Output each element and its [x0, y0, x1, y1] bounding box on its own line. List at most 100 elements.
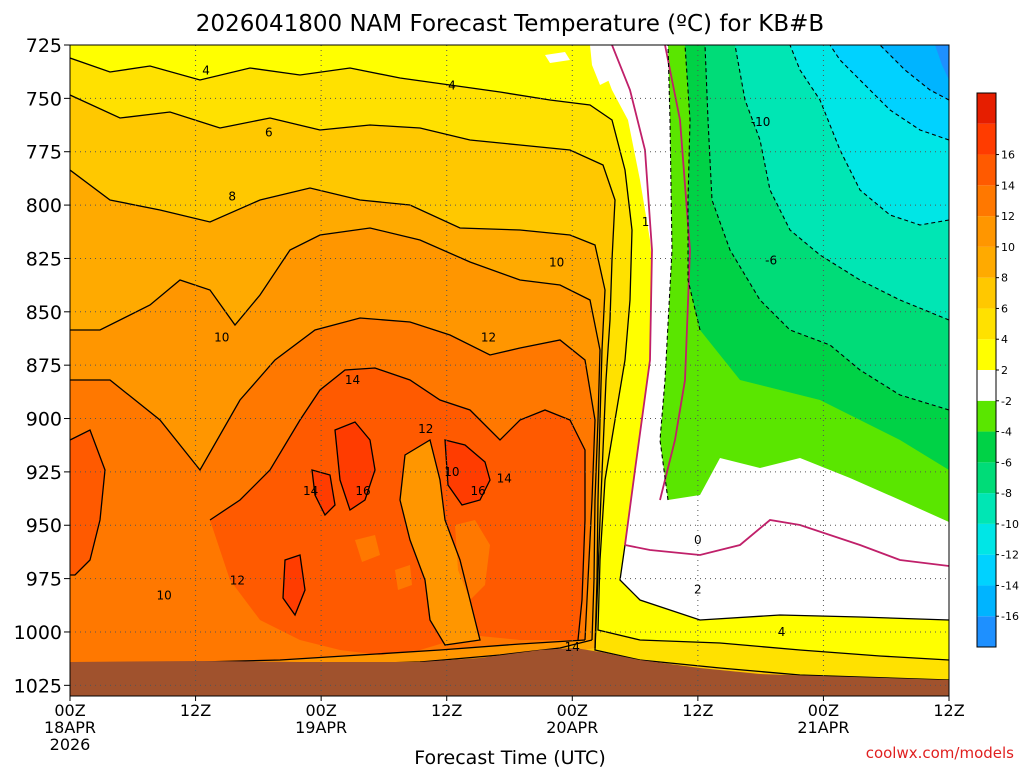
contour-10 [70, 227, 601, 641]
contour-label: -10 [751, 115, 771, 129]
band-14-16 [70, 430, 105, 575]
credit-link[interactable]: coolwx.com/models [866, 744, 1014, 762]
contour-14 [70, 429, 106, 576]
band-16-18 [283, 555, 305, 615]
contour-14 [209, 367, 586, 641]
contour-label: 12 [230, 574, 245, 588]
band-12-14 [355, 535, 380, 562]
x-tick-label: 21APR [797, 718, 849, 737]
y-tick-label: 900 [26, 409, 62, 431]
contour-label: 6 [265, 126, 273, 140]
band-16-18 [312, 470, 335, 515]
colorbar-swatch [977, 523, 996, 555]
x-tick-label: 12Z [431, 701, 462, 720]
x-tick-label: 00Z [54, 701, 85, 720]
colorbar-swatch [977, 585, 996, 617]
x-tick-label: 00Z [808, 701, 839, 720]
colorbar-swatch [977, 616, 996, 647]
contour-label: 1 [642, 215, 650, 229]
band-0-neg2 [545, 52, 570, 63]
colorbar-label: 8 [1001, 272, 1008, 285]
colorbar-label: 2 [1001, 364, 1008, 377]
terrain-ground [70, 648, 949, 696]
band-10-12 [400, 440, 480, 645]
contour-label: 16 [470, 484, 485, 498]
contour-4 [70, 57, 949, 661]
contour-16 [311, 469, 336, 517]
x-tick-label: 00Z [557, 701, 588, 720]
x-tick-label: 12Z [933, 701, 964, 720]
contour-label: 14 [345, 373, 360, 387]
contour-label: 14 [303, 484, 318, 498]
band-12-14 [455, 520, 490, 600]
y-axis: 725 750 775 800 825 850 875 900 925 950 975 1000 102… [14, 35, 70, 697]
contour-label: 8 [228, 190, 236, 204]
temperature-fill-layers [70, 45, 949, 696]
colorbar-swatch [977, 493, 996, 524]
colorbar-label: 12 [1001, 210, 1015, 223]
y-tick-label: 850 [26, 302, 62, 324]
contour-label: 4 [202, 64, 210, 78]
colorbar-swatch [977, 370, 996, 401]
colorbar-label: -4 [1001, 426, 1012, 439]
colorbar-label: -8 [1001, 487, 1012, 500]
contour-16 [334, 421, 376, 512]
y-tick-label: 775 [26, 142, 62, 164]
colorbar-label: -2 [1001, 395, 1012, 408]
colorbar-swatch [977, 185, 996, 217]
y-tick-label: 975 [26, 569, 62, 591]
colorbar-swatch [977, 554, 996, 586]
x-axis-label: Forecast Time (UTC) [414, 747, 605, 768]
y-tick-label: 1025 [14, 675, 62, 697]
contour-label: 10 [444, 465, 459, 479]
contour-16 [282, 554, 306, 617]
contour-label: 10 [549, 256, 564, 270]
y-tick-label: 875 [26, 355, 62, 377]
band-0-neg2 [590, 45, 612, 85]
x-tick-label: 12Z [682, 701, 713, 720]
chart-title: 2026041800 NAM Forecast Temperature (ºC)… [196, 11, 824, 37]
grid-lines [70, 45, 949, 696]
colorbar-swatch [977, 400, 996, 432]
freezing-contour [611, 45, 949, 567]
colorbar-swatch [977, 154, 996, 186]
plot-frame [69, 44, 950, 697]
contour-label: 2 [694, 582, 702, 596]
colorbar-label: -12 [1001, 549, 1019, 562]
colorbar-label: -6 [1001, 456, 1012, 469]
y-tick-label: 1000 [14, 622, 62, 644]
contour-label: 12 [481, 330, 496, 344]
band-12-14 [395, 565, 412, 590]
colorbar-swatch [977, 277, 996, 309]
band-neg16 [935, 45, 949, 80]
negative-contours [659, 45, 949, 501]
band-neg14-neg16 [880, 45, 949, 100]
colorbar-swatch [977, 308, 996, 340]
contour-label: -6 [765, 254, 777, 268]
contour-2 [619, 544, 949, 621]
x-tick-label: 20APR [546, 718, 598, 737]
contour-label: 12 [418, 422, 433, 436]
x-tick-label: 12Z [180, 701, 211, 720]
contour-label: 10 [214, 330, 229, 344]
colorbar-label: 6 [1001, 302, 1008, 315]
x-tick-label: 18APR [44, 718, 96, 737]
contour-16 [444, 439, 491, 506]
contour-label: 14 [565, 640, 580, 654]
contour-label: 10 [157, 589, 172, 603]
contour-8 [70, 169, 606, 649]
colorbar-swatch [977, 339, 996, 370]
y-tick-label: 925 [26, 462, 62, 484]
colorbar-swatch [977, 431, 996, 463]
contour-label: 4 [778, 625, 786, 639]
band-16-18 [445, 440, 490, 505]
colorbar-swatch [977, 462, 996, 494]
y-tick-label: 950 [26, 515, 62, 537]
y-tick-label: 750 [26, 88, 62, 110]
x-tick-label: 19APR [295, 718, 347, 737]
colorbar-swatch [977, 246, 996, 278]
colorbar-label: 4 [1001, 333, 1008, 346]
colorbar: -16 -14 -12 -10 -8 -6 -4 -2 2 4 6 8 10 12 14 16 [976, 92, 1019, 648]
contour-labels: 4 4 6 8 10 10 12 14 12 14 16 10 16 14 10 12 14 0 2 4 -10 -6 1 [157, 64, 786, 654]
y-tick-label: 825 [26, 248, 62, 270]
